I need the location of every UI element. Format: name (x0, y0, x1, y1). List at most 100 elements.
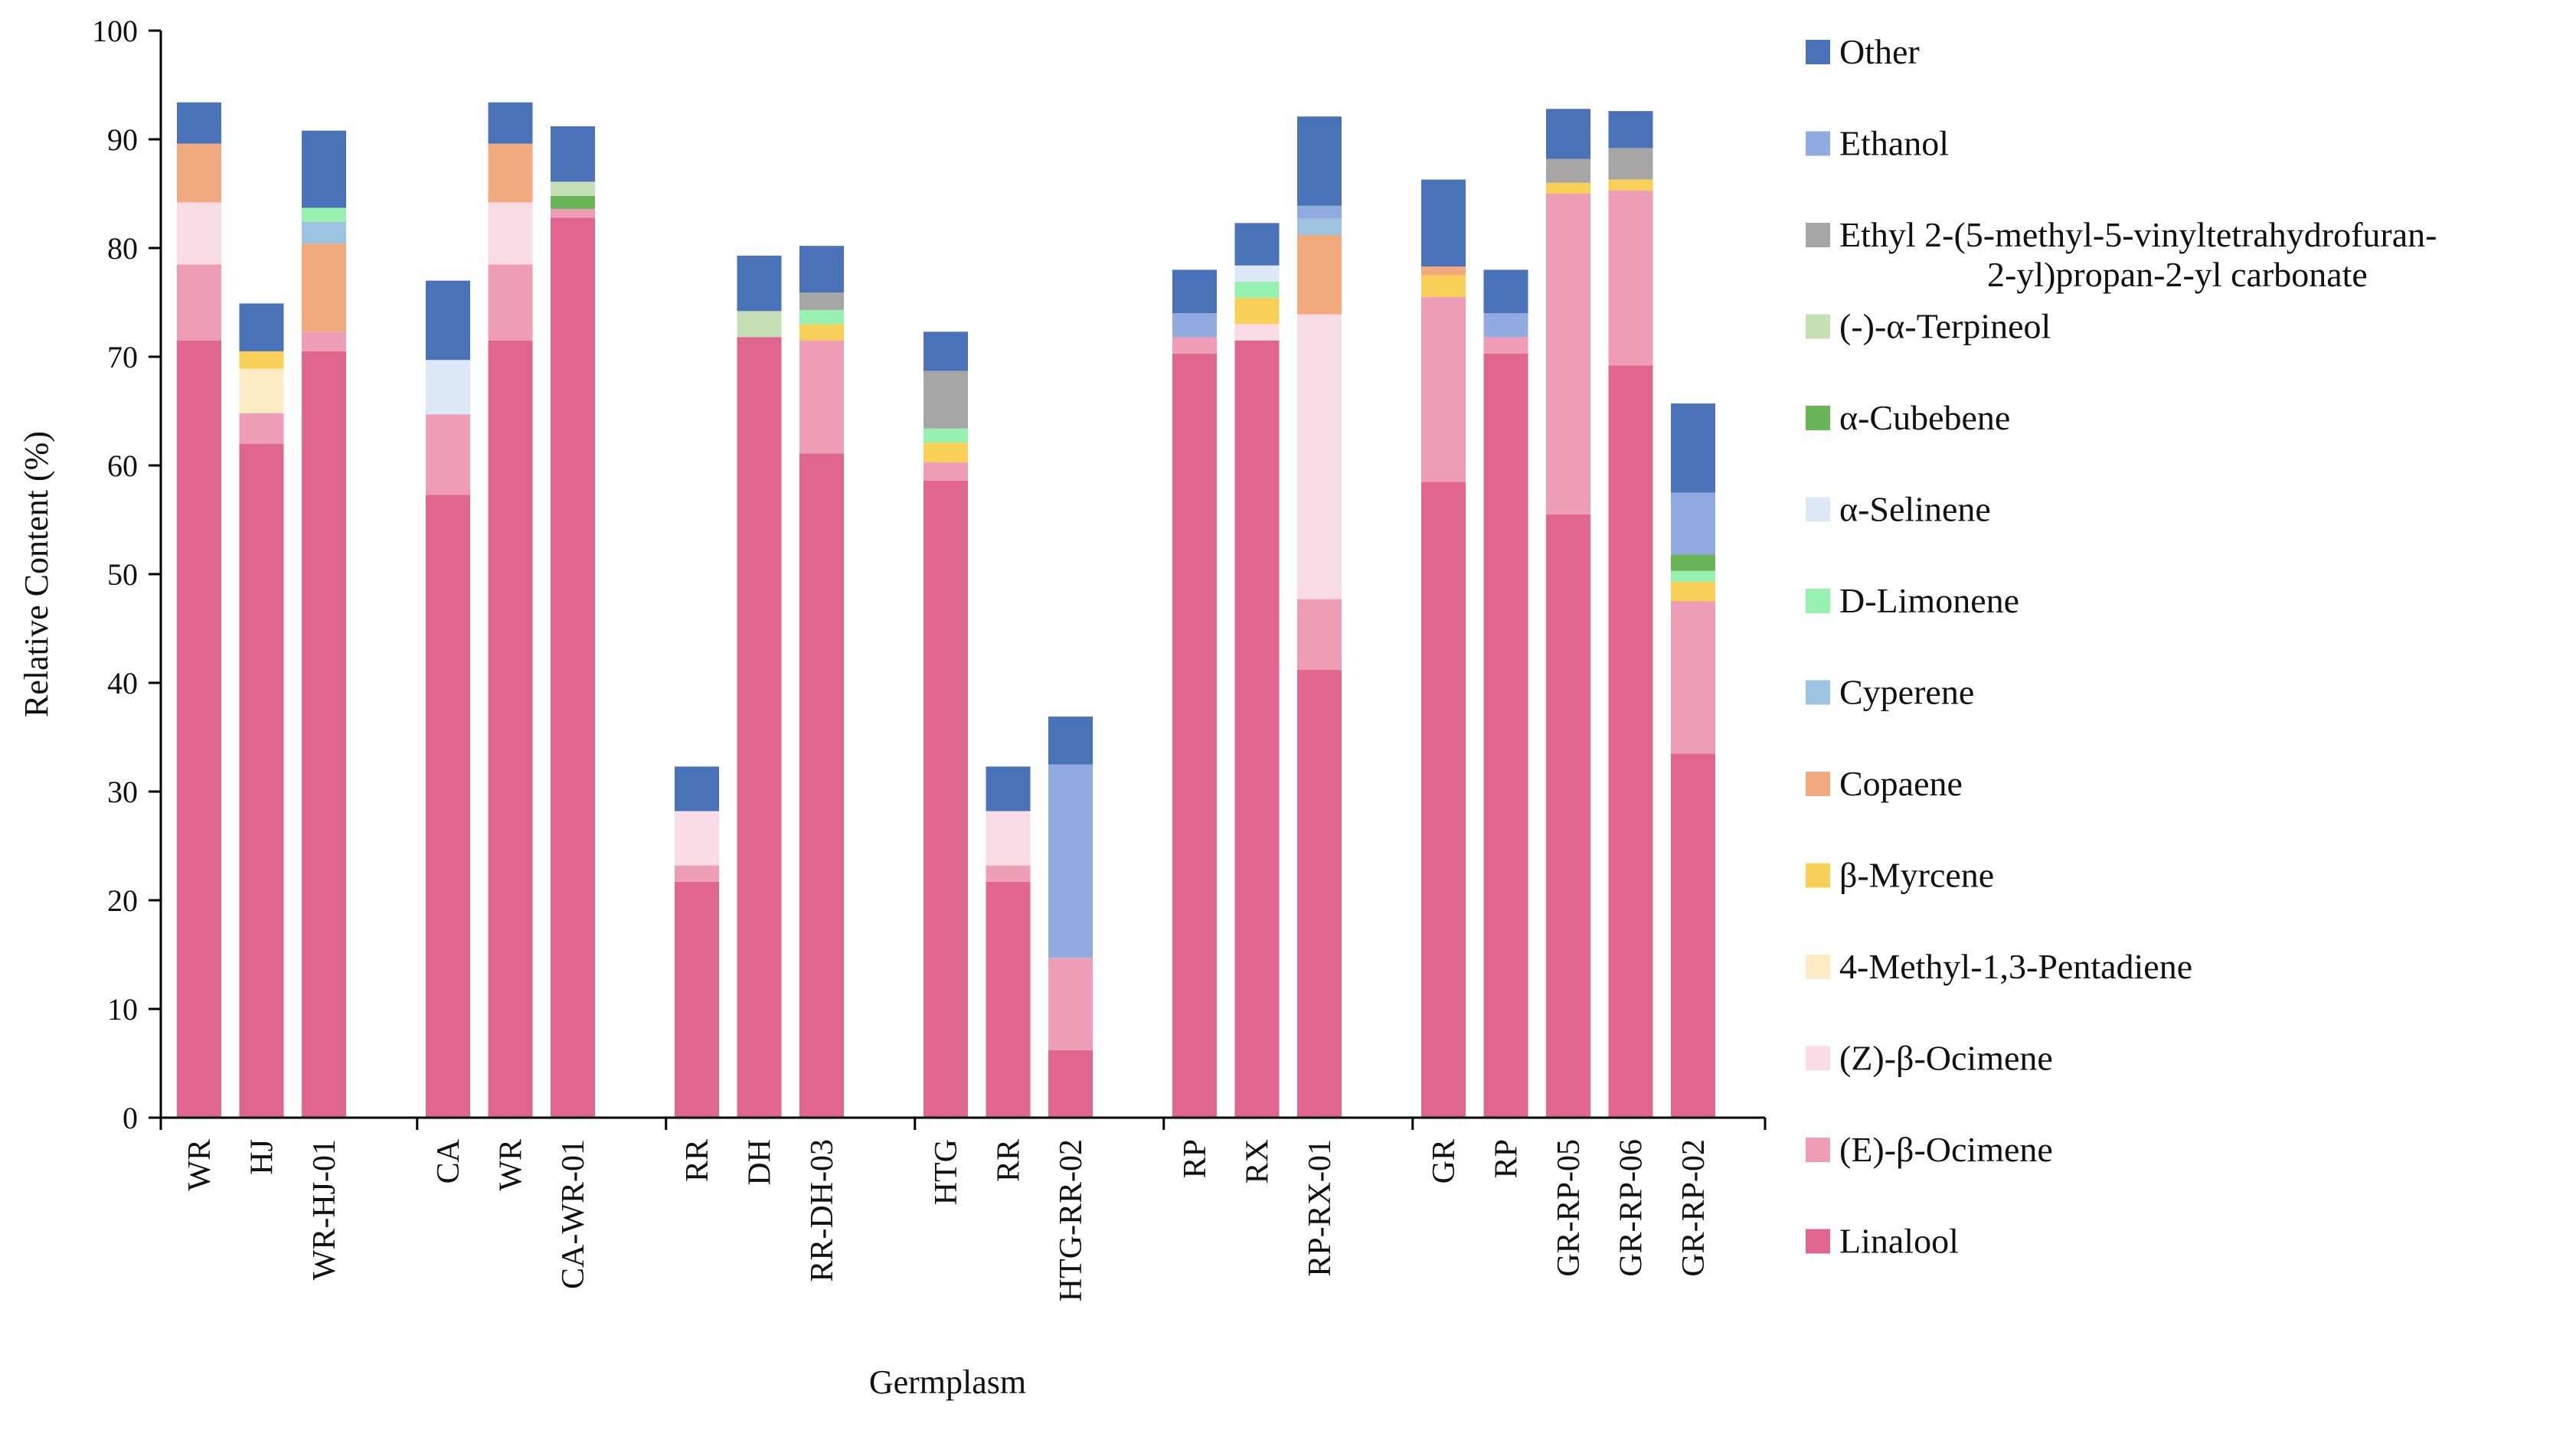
x-category-label: GR-RP-06 (1614, 1139, 1649, 1277)
bar-segment (1421, 179, 1466, 267)
bar-segment (1608, 179, 1653, 191)
legend-swatch (1806, 314, 1830, 339)
x-category-label: RR-DH-03 (805, 1139, 840, 1282)
bar-segment (1546, 514, 1590, 1118)
bar-segment (986, 811, 1031, 866)
bar-segment (1608, 190, 1653, 366)
bar-segment (488, 340, 533, 1118)
bar-segment (1671, 570, 1715, 582)
legend-swatch (1806, 40, 1830, 64)
x-category-label: WR-HJ-01 (307, 1139, 342, 1280)
bar-segment (1172, 269, 1217, 314)
x-axis-title: Germplasm (869, 1363, 1026, 1401)
bar-segment (986, 865, 1031, 882)
bar-segment (986, 766, 1031, 811)
legend-swatch (1806, 497, 1830, 522)
legend-label: Ethanol (1839, 124, 1949, 163)
bar-segment (1671, 554, 1715, 571)
x-category-label: WR (182, 1139, 217, 1191)
legend-label: β-Myrcene (1839, 856, 1994, 895)
bars-layer (177, 102, 1715, 1118)
y-tick-label: 0 (123, 1101, 138, 1135)
bar-segment (239, 368, 284, 413)
legend-label: (E)-β-Ocimene (1839, 1130, 2053, 1169)
bar-segment (177, 202, 221, 265)
y-tick-label: 30 (107, 775, 138, 809)
bar-segment (924, 428, 968, 443)
legend-label: (-)-α-Terpineol (1839, 307, 2051, 346)
bar-segment (1048, 958, 1093, 1050)
bar-segment (799, 340, 844, 454)
bar-segment (1546, 194, 1590, 514)
bar-segment (239, 303, 284, 351)
bar-segment (1671, 753, 1715, 1118)
bar-segment (799, 246, 844, 293)
bar-segment (1421, 266, 1466, 276)
bar-segment (737, 255, 782, 312)
bar-segment (1297, 599, 1342, 670)
bar-segment (924, 331, 968, 371)
legend-label: (Z)-β-Ocimene (1839, 1039, 2053, 1078)
bar-segment (737, 337, 782, 1118)
x-category-label: HTG-RR-02 (1054, 1139, 1089, 1301)
bar-segment (551, 181, 595, 196)
legend-swatch (1806, 1138, 1830, 1162)
legend-swatch (1806, 589, 1830, 613)
legend-swatch (1806, 1229, 1830, 1254)
y-tick-label: 20 (107, 883, 138, 918)
bar-segment (1546, 158, 1590, 183)
bar-segment (924, 371, 968, 429)
bar-segment (675, 766, 719, 811)
bar-segment (924, 480, 968, 1118)
bar-segment (1297, 218, 1342, 235)
legend-label: α-Cubebene (1839, 398, 2010, 437)
legend-swatch (1806, 863, 1830, 888)
legend-swatch (1806, 772, 1830, 796)
bar-segment (1234, 298, 1280, 325)
bar-segment (177, 102, 221, 144)
x-category-label: RP (1178, 1139, 1213, 1178)
x-category-label: GR (1427, 1139, 1462, 1184)
legend-label: α-Selinene (1839, 490, 1991, 529)
x-category-label: HTG (929, 1139, 964, 1205)
y-tick-label: 50 (107, 557, 138, 592)
bar-segment (302, 221, 346, 244)
bar-segment (488, 264, 533, 341)
bar-segment (1546, 109, 1590, 159)
bar-segment (1483, 353, 1528, 1118)
legend-swatch (1806, 131, 1830, 156)
bar-segment (239, 443, 284, 1118)
bar-segment (1172, 313, 1217, 338)
bar-segment (799, 309, 844, 325)
bar-segment (1297, 116, 1342, 206)
bar-segment (1048, 1050, 1093, 1118)
bar-segment (1671, 403, 1715, 493)
legend-label: Ethyl 2-(5-methyl-5-vinyltetrahydrofuran… (1839, 215, 2437, 294)
bar-segment (1608, 365, 1653, 1118)
bar-segment (1234, 223, 1280, 266)
x-category-label: GR-RP-05 (1551, 1139, 1587, 1277)
bar-segment (1048, 764, 1093, 958)
bar-segment (302, 351, 346, 1118)
legend-label: Cyperene (1839, 673, 1974, 712)
bar-segment (239, 351, 284, 369)
bar-segment (302, 207, 346, 222)
bar-segment (1421, 275, 1466, 297)
bar-segment (675, 811, 719, 866)
bar-segment (1421, 482, 1466, 1118)
bar-segment (1297, 314, 1342, 599)
legend-swatch (1806, 223, 1830, 247)
y-tick-label: 100 (92, 14, 138, 48)
x-category-label: RP-RX-01 (1303, 1139, 1338, 1277)
bar-segment (737, 311, 782, 338)
bar-segment (1297, 205, 1342, 219)
bar-segment (426, 495, 470, 1118)
bar-segment (1483, 313, 1528, 338)
bar-segment (488, 143, 533, 203)
x-category-label: RR (680, 1139, 715, 1182)
bar-segment (177, 143, 221, 203)
bar-segment (924, 462, 968, 481)
bar-segment (551, 208, 595, 218)
